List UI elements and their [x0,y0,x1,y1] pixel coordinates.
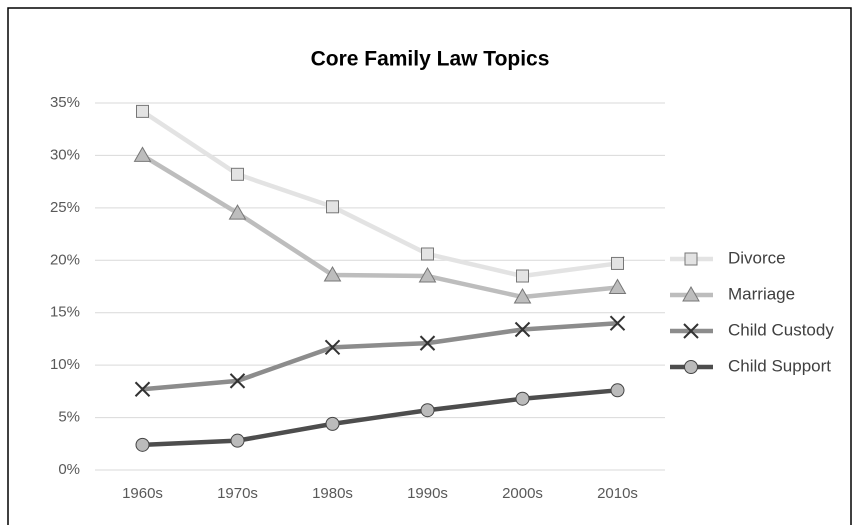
legend-item: Divorce [670,248,786,267]
y-tick-label: 5% [58,409,80,426]
series-line [141,109,618,279]
y-tick-label: 15% [50,304,80,321]
y-tick-label: 0% [58,461,80,478]
marker [684,252,698,266]
marker [682,285,700,302]
marker [135,437,150,452]
chart-title: Core Family Law Topics [311,48,550,71]
marker [133,146,152,162]
marker [684,360,698,374]
chart-border [7,7,852,525]
x-tick-label: 1970s [217,485,258,502]
marker [610,383,625,398]
legend-label: Child Custody [728,320,834,339]
x-tick-label: 2000s [502,485,543,502]
legend-item: Marriage [670,284,795,303]
series-line [141,153,618,300]
marker [516,269,529,283]
marker [229,373,246,389]
marker [683,323,699,339]
marker [326,200,339,214]
legend-label: Child Support [728,356,831,375]
marker [608,278,627,295]
x-tick-label: 1960s [122,485,163,502]
marker [230,433,245,448]
marker [136,104,149,118]
marker [325,416,340,431]
marker [323,265,342,282]
marker [231,167,244,181]
series-line [142,388,618,448]
legend-item: Child Support [670,356,831,375]
marker [421,247,434,261]
legend-item: Child Custody [670,320,834,339]
marker [611,256,624,270]
marker [515,391,530,406]
marker [418,267,437,283]
y-tick-label: 35% [50,94,80,111]
marker [513,287,532,304]
y-tick-label: 25% [50,199,80,216]
x-tick-label: 1980s [312,485,353,502]
marker [514,321,531,338]
y-tick-label: 10% [50,356,80,373]
marker [228,204,247,220]
marker [419,335,436,351]
marker [134,381,151,397]
y-tick-label: 30% [50,146,80,163]
y-tick-label: 20% [50,251,80,268]
legend-label: Marriage [728,284,795,303]
legend-label: Divorce [728,248,786,267]
marker [324,339,341,356]
x-tick-label: 1990s [407,485,448,502]
marker [609,315,626,331]
marker [420,403,435,418]
x-tick-label: 2010s [597,485,638,502]
series-line [142,320,618,392]
